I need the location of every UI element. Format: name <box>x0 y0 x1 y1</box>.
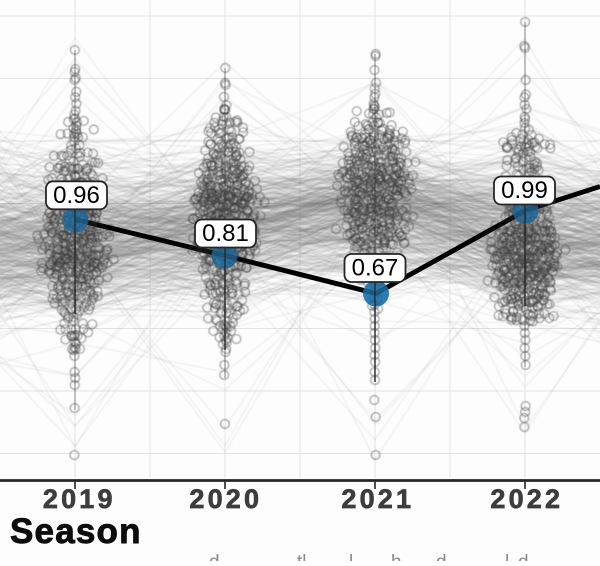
svg-text:2020: 2020 <box>189 484 262 514</box>
svg-text:tl: tl <box>297 552 307 561</box>
svg-text:d: d <box>436 552 447 561</box>
svg-text:h: h <box>391 552 402 561</box>
svg-text:d: d <box>209 552 220 561</box>
svg-text:2022: 2022 <box>490 484 563 514</box>
svg-text:2021: 2021 <box>341 484 414 514</box>
svg-text:d: d <box>518 552 529 561</box>
svg-text:0.96: 0.96 <box>53 182 100 209</box>
svg-text:2019: 2019 <box>43 484 116 514</box>
svg-text:0.67: 0.67 <box>352 255 399 282</box>
svg-text:Season: Season <box>10 512 142 551</box>
svg-text:l: l <box>349 552 353 561</box>
svg-text:0.99: 0.99 <box>501 177 548 204</box>
svg-text:0.81: 0.81 <box>202 220 249 247</box>
svg-text:l: l <box>505 552 509 561</box>
